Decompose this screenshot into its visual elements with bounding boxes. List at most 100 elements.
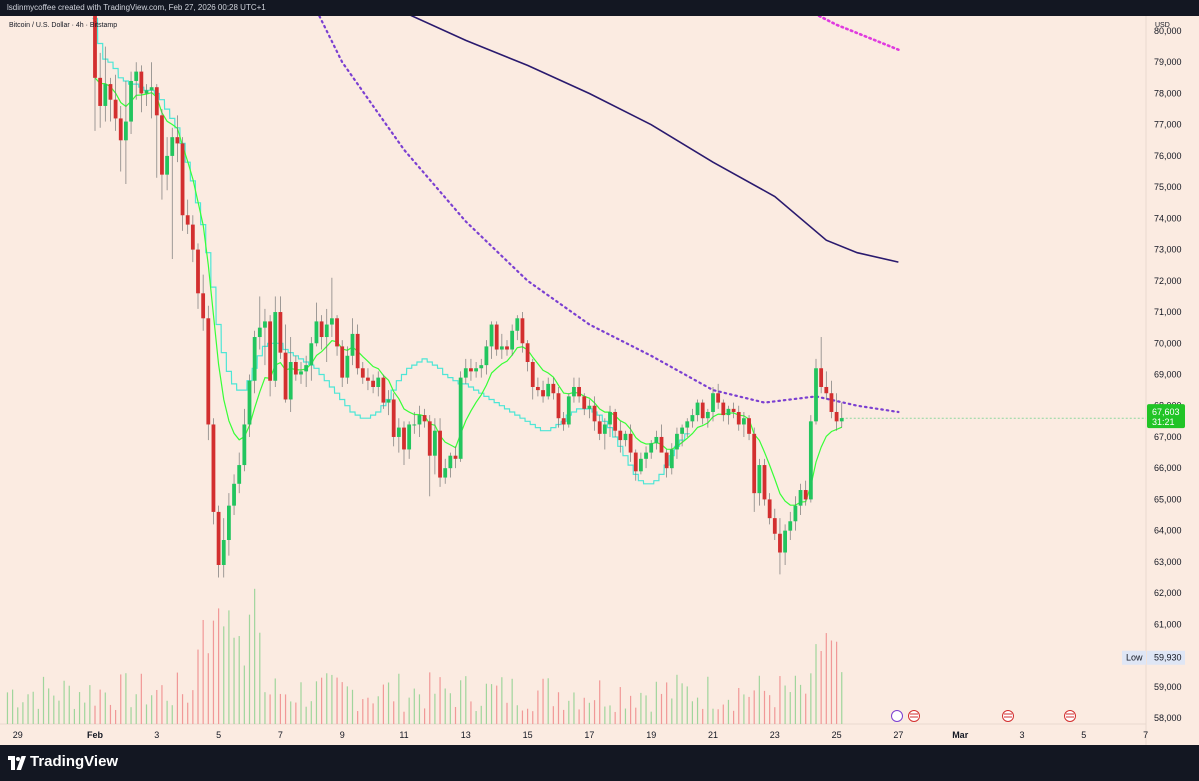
- candle-body[interactable]: [448, 455, 453, 469]
- time-tick-label[interactable]: 13: [461, 730, 471, 740]
- candle-body[interactable]: [819, 368, 824, 387]
- candle-body[interactable]: [124, 121, 128, 141]
- candle-body[interactable]: [747, 418, 751, 434]
- candle-body[interactable]: [479, 365, 484, 369]
- candle-body[interactable]: [355, 333, 360, 369]
- candle-body[interactable]: [216, 511, 221, 565]
- candle-body[interactable]: [561, 418, 566, 425]
- symbol-legend[interactable]: Bitcoin / U.S. Dollar · 4h · Bitstamp: [9, 22, 118, 29]
- candle-body[interactable]: [93, 16, 97, 78]
- candle-body[interactable]: [587, 405, 592, 409]
- candle-body[interactable]: [633, 452, 638, 472]
- candle-body[interactable]: [772, 518, 777, 534]
- candle-body[interactable]: [798, 490, 803, 506]
- candle-body[interactable]: [639, 458, 643, 472]
- candle-body[interactable]: [556, 393, 561, 419]
- time-tick-label[interactable]: 25: [832, 730, 842, 740]
- candle-body[interactable]: [716, 393, 721, 403]
- candle-body[interactable]: [206, 318, 211, 425]
- price-tick-label[interactable]: 77,000: [1154, 120, 1182, 130]
- candle-body[interactable]: [376, 377, 381, 387]
- candle-body[interactable]: [299, 371, 303, 375]
- time-tick-label[interactable]: 21: [708, 730, 718, 740]
- candle-body[interactable]: [726, 408, 731, 416]
- candle-body[interactable]: [505, 346, 509, 350]
- candle-body[interactable]: [803, 490, 808, 500]
- price-tick-label[interactable]: 58,000: [1154, 713, 1182, 723]
- candle-body[interactable]: [597, 421, 602, 434]
- candle-body[interactable]: [268, 321, 272, 381]
- candle-body[interactable]: [366, 377, 370, 381]
- candle-body[interactable]: [422, 415, 427, 422]
- candle-body[interactable]: [453, 455, 458, 459]
- candle-body[interactable]: [247, 380, 252, 425]
- candle-body[interactable]: [608, 411, 612, 425]
- candle-body[interactable]: [808, 421, 813, 500]
- candle-body[interactable]: [417, 415, 422, 425]
- time-axis[interactable]: 29 Feb 3 5 7 9 11 13 15 17 19 21 23 25 27 Mar 3 5 7: [13, 730, 1148, 740]
- time-tick-label[interactable]: 23: [770, 730, 780, 740]
- candle-body[interactable]: [350, 333, 355, 356]
- candle-body[interactable]: [458, 377, 463, 459]
- candle-body[interactable]: [829, 393, 834, 412]
- candle-body[interactable]: [402, 427, 406, 450]
- candle-body[interactable]: [165, 155, 169, 175]
- price-tick-label[interactable]: 72,000: [1154, 276, 1182, 286]
- candle-body[interactable]: [438, 430, 442, 478]
- candle-body[interactable]: [618, 430, 623, 441]
- candle-body[interactable]: [592, 405, 597, 422]
- price-tick-label[interactable]: 63,000: [1154, 557, 1182, 567]
- candle-body[interactable]: [520, 318, 525, 344]
- candle-body[interactable]: [778, 533, 782, 553]
- price-tick-label[interactable]: 70,000: [1154, 338, 1182, 348]
- candle-body[interactable]: [139, 71, 144, 94]
- time-tick-label[interactable]: 27: [893, 730, 903, 740]
- price-tick-label[interactable]: 61,000: [1154, 619, 1182, 629]
- candle-body[interactable]: [824, 386, 829, 394]
- candle-body[interactable]: [623, 433, 628, 441]
- candle-body[interactable]: [762, 465, 767, 500]
- candle-body[interactable]: [144, 90, 149, 94]
- price-tick-label[interactable]: 73,000: [1154, 245, 1182, 255]
- candle-body[interactable]: [783, 530, 787, 553]
- candle-body[interactable]: [103, 84, 108, 106]
- time-tick-label[interactable]: 19: [646, 730, 656, 740]
- candle-body[interactable]: [278, 312, 283, 353]
- candle-body[interactable]: [134, 71, 139, 81]
- candle-body[interactable]: [180, 143, 185, 216]
- candle-body[interactable]: [474, 368, 478, 372]
- candle-body[interactable]: [566, 396, 571, 425]
- price-tick-label[interactable]: 65,000: [1154, 494, 1182, 504]
- candle-body[interactable]: [515, 318, 520, 331]
- time-tick-label[interactable]: 29: [13, 730, 23, 740]
- candle-body[interactable]: [340, 346, 345, 378]
- candle-body[interactable]: [396, 427, 401, 437]
- candle-body[interactable]: [767, 499, 772, 519]
- price-tick-label[interactable]: 79,000: [1154, 57, 1182, 67]
- candle-body[interactable]: [546, 383, 551, 397]
- candle-body[interactable]: [118, 118, 123, 141]
- candle-body[interactable]: [628, 433, 633, 453]
- price-tick-label[interactable]: 69,000: [1154, 370, 1182, 380]
- time-tick-label[interactable]: 15: [523, 730, 533, 740]
- candle-body[interactable]: [257, 327, 262, 338]
- candle-body[interactable]: [412, 424, 417, 426]
- candle-body[interactable]: [283, 352, 288, 400]
- candle-body[interactable]: [443, 468, 448, 478]
- candle-body[interactable]: [108, 84, 113, 100]
- candle-body[interactable]: [705, 411, 710, 419]
- candle-body[interactable]: [664, 452, 669, 469]
- candle-body[interactable]: [690, 415, 695, 422]
- candle-body[interactable]: [731, 408, 736, 412]
- candle-body[interactable]: [227, 505, 231, 541]
- candle-body[interactable]: [721, 402, 726, 416]
- candle-body[interactable]: [659, 436, 664, 453]
- candle-body[interactable]: [154, 87, 159, 116]
- candle-body[interactable]: [649, 443, 654, 453]
- candle-body[interactable]: [489, 324, 494, 347]
- candle-body[interactable]: [788, 521, 793, 531]
- candle-body[interactable]: [536, 386, 540, 391]
- candle-body[interactable]: [175, 137, 180, 144]
- candle-body[interactable]: [360, 368, 365, 378]
- price-tick-label[interactable]: 66,000: [1154, 463, 1182, 473]
